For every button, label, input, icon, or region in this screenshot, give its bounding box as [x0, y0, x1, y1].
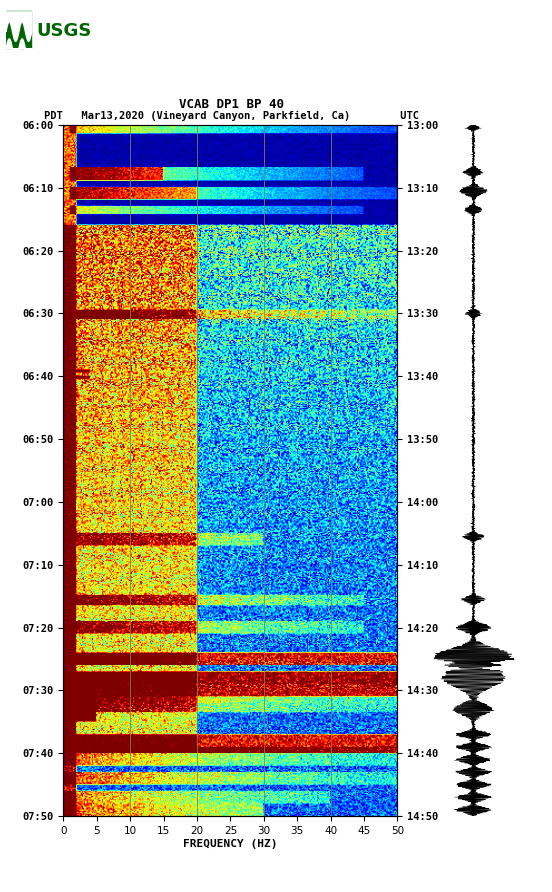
X-axis label: FREQUENCY (HZ): FREQUENCY (HZ) [183, 838, 278, 848]
Text: USGS: USGS [36, 22, 92, 40]
Text: VCAB DP1 BP 40: VCAB DP1 BP 40 [179, 97, 284, 111]
Bar [6, 12, 31, 48]
Text: PDT   Mar13,2020 (Vineyard Canyon, Parkfield, Ca)        UTC: PDT Mar13,2020 (Vineyard Canyon, Parkfie… [44, 112, 420, 121]
